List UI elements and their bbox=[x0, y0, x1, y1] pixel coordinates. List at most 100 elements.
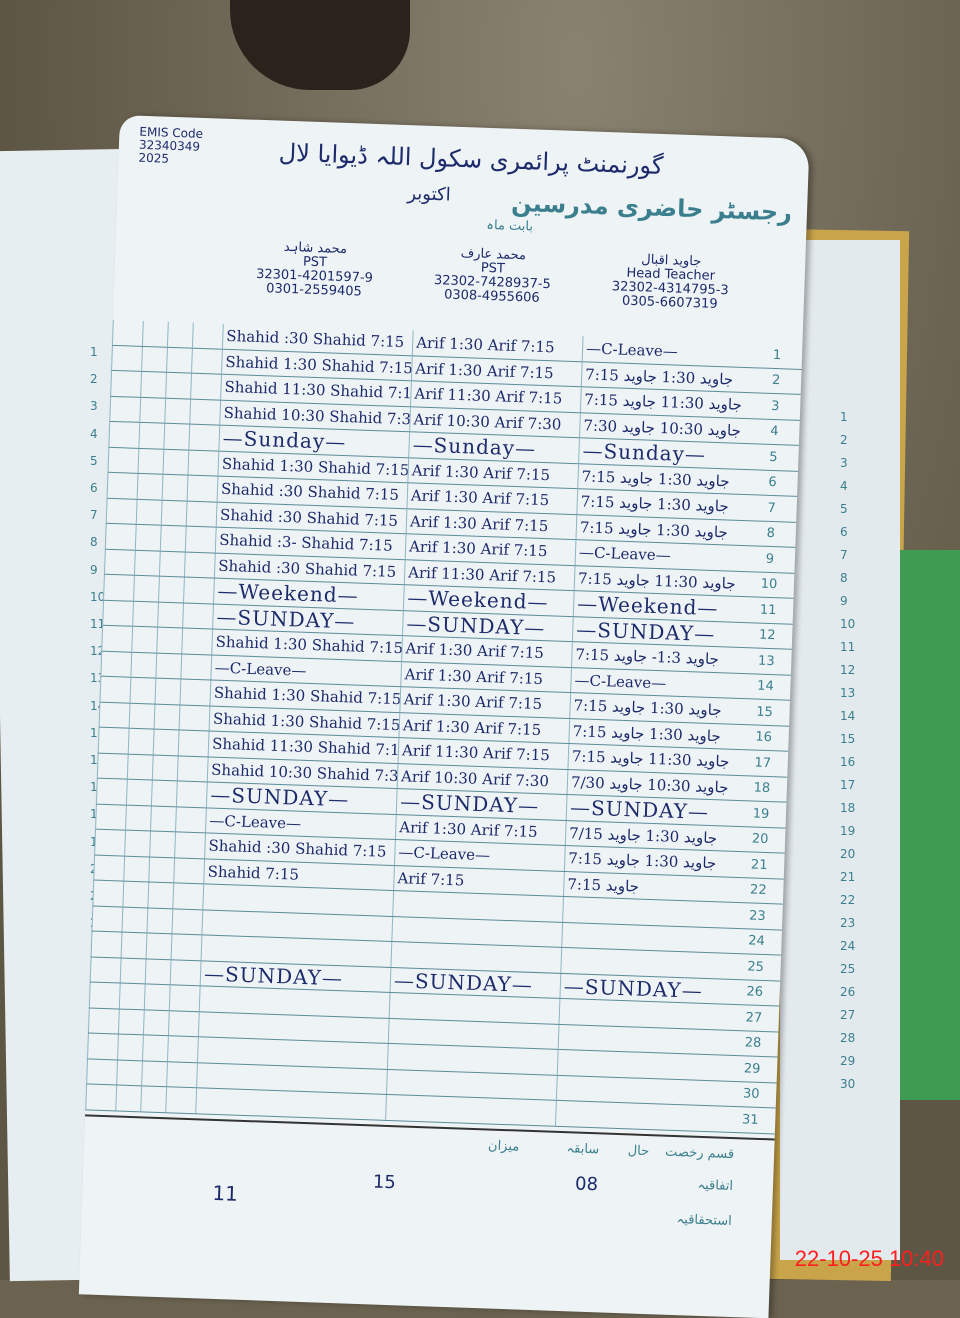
right-date: 30 bbox=[840, 1077, 856, 1091]
date-number: 2 bbox=[771, 373, 781, 389]
empty-cell bbox=[143, 984, 170, 1010]
date-number: 31 bbox=[741, 1112, 759, 1128]
empty-cell bbox=[136, 473, 163, 500]
empty-cell bbox=[176, 755, 203, 782]
empty-cell bbox=[140, 1086, 167, 1112]
empty-cell bbox=[134, 524, 161, 551]
teacher-header: محمد شاہد PST 32301-4201597-9 0301-2559405 bbox=[229, 239, 401, 301]
right-date: 23 bbox=[840, 916, 856, 930]
attendance-cell bbox=[195, 1088, 386, 1120]
empty-cell bbox=[120, 932, 147, 958]
date-number: 27 bbox=[745, 1010, 763, 1026]
school-name: گورنمنٹ پرائمری سکول اللہ ڈیوایا لال bbox=[278, 138, 664, 180]
teacher-header: محمد عارف PST 32302-7428937-5 0308-4955606 bbox=[407, 245, 579, 307]
date-number: 21 bbox=[750, 857, 768, 873]
date-number: 24 bbox=[748, 933, 766, 950]
empty-cell bbox=[110, 370, 137, 397]
empty-cell bbox=[94, 829, 121, 855]
empty-cell bbox=[127, 728, 154, 755]
empty-cell bbox=[165, 372, 192, 399]
empty-cell bbox=[183, 577, 209, 603]
empty-cell bbox=[91, 906, 118, 932]
right-date: 14 bbox=[840, 709, 856, 723]
empty-cell bbox=[133, 575, 159, 602]
empty-cell bbox=[185, 501, 212, 527]
empty-cell bbox=[146, 907, 173, 934]
empty-cell bbox=[85, 1084, 112, 1110]
empty-cell bbox=[128, 703, 155, 729]
teacher-header: جاوید اقبال Head Teacher 32302-4314795-3 03… bbox=[585, 251, 757, 313]
right-date: 28 bbox=[840, 1031, 856, 1045]
register-title: رجسٹر حاضری مدرسین bbox=[510, 188, 793, 227]
empty-cell bbox=[99, 676, 126, 703]
empty-cell bbox=[131, 626, 158, 653]
date-number: 20 bbox=[751, 831, 769, 848]
empty-cell bbox=[142, 1009, 169, 1036]
left-date: 1 bbox=[90, 345, 98, 359]
left-date: 4 bbox=[90, 426, 98, 441]
empty-cell bbox=[152, 729, 179, 755]
date-number: 10 bbox=[760, 576, 778, 593]
empty-cell bbox=[166, 347, 192, 373]
date-number: 14 bbox=[756, 678, 774, 695]
empty-cell bbox=[109, 396, 136, 422]
empty-cell bbox=[96, 753, 123, 779]
empty-cell bbox=[158, 551, 185, 577]
empty-cell bbox=[164, 398, 191, 424]
date-number: 8 bbox=[766, 526, 776, 542]
empty-cell bbox=[88, 982, 115, 1008]
empty-cell bbox=[98, 702, 125, 728]
empty-cell bbox=[154, 678, 181, 704]
right-date: 1 bbox=[840, 410, 848, 424]
empty-cell bbox=[175, 806, 201, 833]
empty-cell bbox=[125, 805, 151, 831]
empty-cell bbox=[151, 755, 178, 781]
empty-cell bbox=[150, 780, 177, 806]
right-date: 13 bbox=[840, 686, 856, 700]
empty-cell bbox=[165, 1087, 192, 1113]
right-date: 16 bbox=[840, 755, 856, 769]
left-date: 6 bbox=[90, 481, 98, 495]
empty-cell bbox=[132, 601, 159, 627]
empty-cell bbox=[173, 857, 200, 884]
right-date: 2 bbox=[840, 433, 848, 447]
empty-cell bbox=[181, 628, 208, 654]
empty-cell bbox=[188, 424, 215, 450]
empty-cell bbox=[153, 704, 180, 730]
emis-block: EMIS Code 32340349 2025 bbox=[138, 125, 203, 167]
right-date: 11 bbox=[840, 640, 856, 654]
casual-label: اتفاقیہ bbox=[697, 1177, 734, 1195]
attendance-cell bbox=[385, 1094, 556, 1126]
empty-cell bbox=[130, 652, 157, 678]
left-date: 7 bbox=[90, 508, 98, 523]
empty-cell bbox=[168, 985, 195, 1011]
empty-cell bbox=[121, 907, 148, 933]
empty-cell bbox=[139, 397, 166, 423]
left-date: 10 bbox=[90, 589, 106, 604]
empty-cell bbox=[184, 526, 211, 552]
right-date: 17 bbox=[840, 778, 856, 792]
empty-cell bbox=[107, 447, 134, 473]
date-number: 22 bbox=[749, 882, 767, 899]
empty-cell bbox=[101, 625, 128, 652]
date-number: 11 bbox=[759, 602, 777, 618]
earned-label: استحقاقیہ bbox=[676, 1212, 733, 1230]
empty-cell bbox=[87, 1007, 114, 1034]
left-date: 5 bbox=[90, 453, 98, 468]
right-date: 24 bbox=[840, 939, 856, 953]
empty-cell bbox=[118, 983, 145, 1009]
date-number: 5 bbox=[769, 449, 778, 465]
empty-cell bbox=[103, 549, 130, 575]
year: 2025 bbox=[138, 150, 170, 166]
register-header: EMIS Code 32340349 2025 گورنمنٹ پرائمری … bbox=[113, 115, 810, 339]
empty-cell bbox=[191, 322, 218, 349]
right-date: 27 bbox=[840, 1008, 856, 1022]
date-number: 18 bbox=[753, 780, 771, 797]
right-date: 7 bbox=[840, 548, 848, 562]
empty-cell bbox=[119, 958, 146, 984]
empty-cell bbox=[166, 321, 193, 348]
empty-cell bbox=[108, 421, 135, 448]
empty-cell bbox=[186, 475, 213, 501]
empty-cell bbox=[129, 677, 156, 704]
empty-cell bbox=[178, 704, 205, 731]
